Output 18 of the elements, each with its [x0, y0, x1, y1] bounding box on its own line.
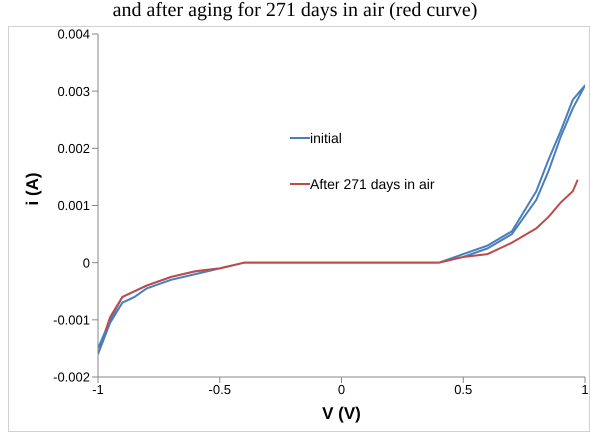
x-tick-label: 0	[338, 382, 346, 398]
x-tick-label: 1	[581, 382, 589, 398]
y-tick-label: -0.001	[53, 312, 90, 328]
x-tick-label: -0.5	[208, 382, 231, 398]
y-tick-label: 0.003	[57, 84, 90, 99]
y-tick-label: 0	[82, 255, 90, 270]
x-tick-label: 0.5	[454, 382, 472, 398]
x-axis-title: V (V)	[322, 404, 361, 423]
line-series	[104, 178, 579, 332]
legend-label: initial	[309, 130, 343, 146]
y-tick-label: 0.002	[57, 140, 90, 156]
x-tick-label: -1	[92, 382, 104, 398]
y-tick-label: -0.002	[53, 370, 90, 385]
y-axis-title: i (A)	[23, 172, 42, 206]
legend-label: After 271 days in air	[309, 176, 435, 192]
chart-title: and after aging for 271 days in air (red curve)	[112, 0, 478, 21]
y-tick-label: 0.001	[57, 198, 90, 214]
y-tick-label: 0.004	[57, 26, 90, 42]
